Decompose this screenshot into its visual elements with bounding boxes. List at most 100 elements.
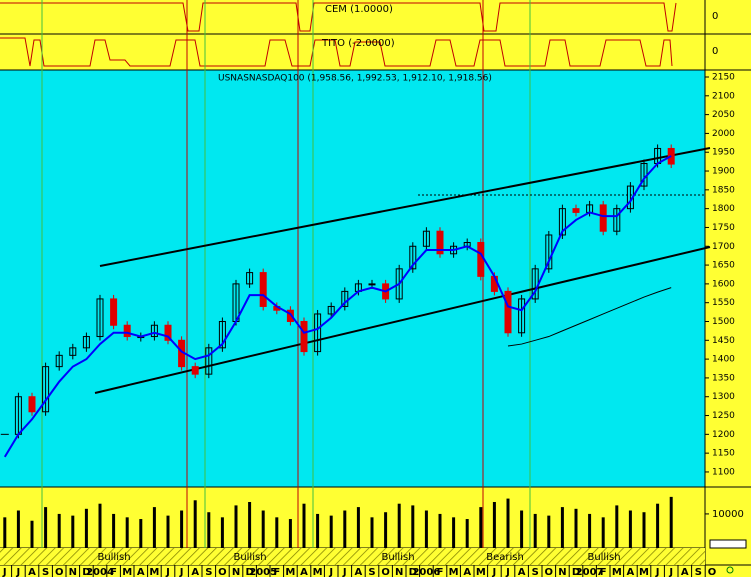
x-tick-label: M (122, 567, 132, 577)
x-tick-label: J (179, 567, 184, 577)
candle (599, 204, 607, 232)
x-tick-label: 2006 (412, 567, 440, 577)
volume-tick-label: 10000 (712, 509, 744, 520)
candle (69, 347, 77, 356)
x-tick-label: N (558, 567, 566, 577)
y-tick-label: 1800 (712, 204, 735, 214)
x-tick-label: A (28, 567, 36, 577)
x-tick-label: D (572, 567, 580, 577)
volume-bar (669, 496, 673, 548)
x-tick-label: O (545, 567, 554, 577)
volume-bar (288, 519, 292, 548)
candle (422, 230, 430, 247)
volume-bar (560, 507, 564, 548)
x-tick-label: N (69, 567, 77, 577)
indicator-tick: 0 (712, 11, 718, 22)
sentiment-label: Bullish (233, 552, 266, 563)
x-tick-label: J (165, 567, 170, 577)
candle (558, 208, 566, 236)
candle (477, 242, 485, 277)
x-tick-label: N (232, 567, 240, 577)
volume-bar (193, 500, 197, 548)
y-tick-label: 1900 (712, 167, 735, 177)
volume-bar (234, 505, 238, 548)
volume-bar (316, 513, 320, 548)
volume-bar (139, 519, 143, 548)
x-tick-label: 2004 (86, 567, 114, 577)
candle (218, 320, 226, 349)
x-tick-label: F (110, 567, 117, 577)
volume-bar (275, 517, 279, 548)
y-tick-label: 2000 (712, 129, 735, 139)
volume-bar (16, 510, 20, 548)
x-tick-label: S (42, 567, 49, 577)
x-tick-label: J (16, 567, 21, 577)
volume-bar (601, 517, 605, 548)
x-tick-label: F (273, 567, 280, 577)
volume-bar (506, 498, 510, 548)
volume-bar (642, 512, 646, 548)
candle (191, 366, 199, 375)
volume-bar (30, 520, 34, 548)
candle (42, 366, 50, 413)
y-tick-label: 1400 (712, 355, 735, 365)
y-tick-label: 1150 (712, 449, 735, 459)
x-tick-label: J (328, 567, 333, 577)
x-tick-label: 2007 (576, 567, 604, 577)
candle (110, 298, 118, 326)
price-panel (0, 70, 705, 487)
candle (96, 298, 104, 338)
volume-bar (152, 507, 156, 548)
volume-bar (84, 508, 88, 548)
y-tick-label: 1100 (712, 467, 735, 477)
y-tick-label: 1950 (712, 148, 735, 158)
x-tick-label: A (300, 567, 308, 577)
candle (327, 305, 335, 315)
volume-bar (424, 510, 428, 548)
candle (368, 283, 376, 286)
candle (55, 354, 63, 368)
volume-bar (615, 505, 619, 548)
volume-bar (479, 507, 483, 548)
moving-average (3, 155, 672, 458)
x-tick-label: 2005 (249, 567, 277, 577)
x-tick-label: M (476, 567, 486, 577)
x-tick-label: J (492, 567, 497, 577)
x-tick-label: S (532, 567, 539, 577)
candle (613, 208, 621, 232)
x-tick-label: A (681, 567, 689, 577)
volume-bar (547, 515, 551, 548)
y-tick-label: 1350 (712, 373, 735, 383)
candle (82, 336, 90, 349)
x-tick-label: O (708, 567, 717, 577)
x-tick-label: A (463, 567, 471, 577)
candle (205, 347, 213, 375)
x-tick-label: D (82, 567, 90, 577)
y-tick-label: 1550 (712, 298, 735, 308)
long-moving-average (507, 287, 672, 347)
volume-bar (248, 501, 252, 548)
y-tick-label: 1300 (712, 392, 735, 402)
x-tick-label: M (449, 567, 459, 577)
candle (436, 230, 444, 255)
x-tick-label: M (639, 567, 649, 577)
volume-bar (492, 501, 496, 548)
volume-bar (220, 517, 224, 548)
x-tick-label: J (2, 567, 7, 577)
volume-bar (370, 517, 374, 548)
sentiment-band (0, 548, 705, 565)
x-tick-label: M (313, 567, 323, 577)
status-box (709, 539, 747, 549)
chart-title: USNASNASDAQ100 (1,958.56, 1,992.53, 1,91… (218, 74, 492, 84)
volume-bar (125, 517, 129, 548)
x-tick-label: A (191, 567, 199, 577)
y-tick-label: 1200 (712, 430, 735, 440)
sentiment-label: Bearish (486, 552, 524, 563)
volume-bar (98, 503, 102, 548)
volume-bar (112, 513, 116, 548)
cem-line (0, 2, 677, 32)
volume-bar (452, 517, 456, 548)
x-tick-label: J (505, 567, 510, 577)
y-tick-label: 1700 (712, 242, 735, 252)
